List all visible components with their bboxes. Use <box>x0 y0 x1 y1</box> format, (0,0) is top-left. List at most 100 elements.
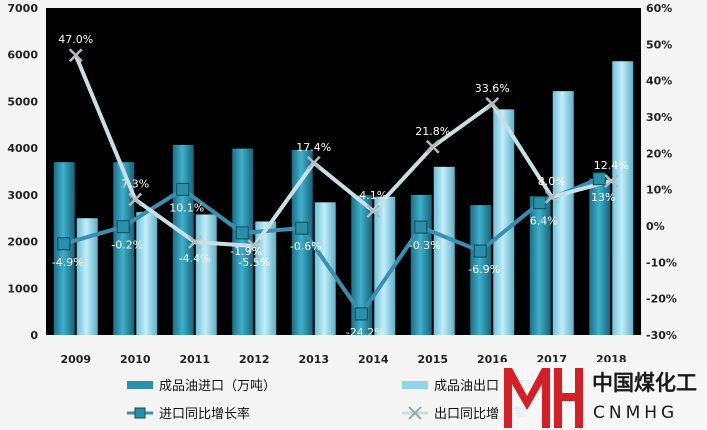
label-export-growth-2013: 17.4% <box>296 141 331 154</box>
label-import-growth-2012: -1.9% <box>230 245 262 258</box>
label-import-growth-2011: 10.1% <box>169 201 204 214</box>
marker-import-growth-2012 <box>235 226 249 240</box>
legend-label-import-volume: 成品油进口（万吨） <box>159 379 276 394</box>
bar-export-2017 <box>552 91 574 335</box>
legend-swatch-import-bar <box>127 381 153 389</box>
label-export-growth-2010: 7.3% <box>121 177 149 190</box>
y-right-tick--30%: -30% <box>646 329 677 342</box>
x-tick-2010: 2010 <box>120 353 151 366</box>
label-import-growth-2018: 13% <box>591 191 615 204</box>
label-import-growth-2014: -24.2% <box>346 326 385 339</box>
label-export-growth-2016: 33.6% <box>475 82 510 95</box>
y-left-tick-2000: 2000 <box>7 236 38 249</box>
bar-export-2011 <box>195 214 217 335</box>
legend-label-import-growth: 进口同比增长率 <box>159 406 250 422</box>
y-right-tick--10%: -10% <box>646 256 677 269</box>
marker-import-growth-2016 <box>473 244 487 258</box>
y-left-tick-6000: 6000 <box>7 49 38 62</box>
y-right-tick-50%: 50% <box>646 38 672 51</box>
marker-export-growth-2017 <box>544 190 559 204</box>
marker-export-growth-2010 <box>128 192 143 207</box>
bars-layer <box>53 61 634 336</box>
bar-export-2014 <box>374 196 396 335</box>
bar-export-2013 <box>314 202 336 335</box>
x-tick-2014: 2014 <box>358 353 389 366</box>
line-export-growth <box>73 54 612 248</box>
legend-marker-square <box>134 407 146 419</box>
marker-export-growth-2014 <box>366 204 381 218</box>
label-export-growth-2014: 4.1% <box>359 189 387 202</box>
bar-export-2015 <box>433 166 455 335</box>
legend-item-import-growth: 进口同比增长率 <box>127 406 250 422</box>
label-export-growth-2015: 21.8% <box>415 125 450 138</box>
mh-logo-icon <box>504 368 583 428</box>
x-tick-2013: 2013 <box>298 353 329 366</box>
bar-import-2017 <box>529 196 551 335</box>
bar-import-2018 <box>589 178 611 335</box>
bar-import-2013 <box>291 150 313 335</box>
left-axis: 0 1000 2000 3000 4000 5000 6000 7000 <box>7 2 38 342</box>
data-labels-layer: -4.9% -0.2% 10.1% -1.9% -0.6% -24.2% -0.3% -6.9… <box>52 33 629 339</box>
label-import-growth-2016: -6.9% <box>468 263 500 276</box>
bar-import-2014 <box>351 195 373 335</box>
right-axis: -30% -20% -10% 0% 10% 20% 30% 40% 50% 60% <box>646 2 677 342</box>
y-right-tick-30%: 30% <box>646 111 672 124</box>
marker-export-growth-2011 <box>187 235 202 249</box>
y-right-tick-60%: 60% <box>646 2 672 15</box>
marker-import-growth-2015 <box>414 220 428 234</box>
y-left-tick-4000: 4000 <box>7 142 38 155</box>
x-tick-2011: 2011 <box>179 353 210 366</box>
line-import-growth <box>63 176 600 316</box>
y-right-tick-0%: 0% <box>646 220 665 233</box>
label-export-growth-2018: 12.4% <box>594 159 629 172</box>
marker-import-growth-2010 <box>116 220 130 234</box>
marker-export-growth-2015 <box>425 139 440 154</box>
x-tick-2012: 2012 <box>239 353 270 366</box>
watermark-chinese: 中国煤化工 <box>592 371 697 395</box>
label-export-growth-2017: 8.0% <box>538 175 566 188</box>
marker-export-growth-2018 <box>604 174 619 188</box>
marker-export-growth-2013 <box>306 155 321 170</box>
y-left-tick-7000: 7000 <box>7 2 38 15</box>
x-tick-2015: 2015 <box>417 353 448 366</box>
y-right-tick-10%: 10% <box>646 184 672 197</box>
marker-export-growth-2016 <box>485 97 500 111</box>
y-left-tick-3000: 3000 <box>7 189 38 202</box>
marker-import-growth-2018 <box>592 172 606 186</box>
y-left-tick-1000: 1000 <box>7 282 38 295</box>
label-import-growth-2013: -0.6% <box>290 240 322 253</box>
watermark-logo: 中国煤化工 CNMHG <box>498 362 707 430</box>
label-import-growth-2009: -4.9% <box>52 256 84 269</box>
label-import-growth-2015: -0.3% <box>409 239 441 252</box>
bar-import-2016 <box>470 205 492 335</box>
x-tick-2009: 2009 <box>60 353 91 366</box>
marker-export-growth-2012 <box>247 239 262 253</box>
y-right-tick-40%: 40% <box>646 75 672 88</box>
label-export-growth-2009: 47.0% <box>58 33 93 46</box>
label-export-growth-2011: -4.4% <box>179 252 211 265</box>
legend-swatch-export-bar <box>402 381 428 389</box>
marker-import-growth-2014 <box>354 307 368 321</box>
y-right-tick-20%: 20% <box>646 147 672 160</box>
lines-layer <box>57 48 619 321</box>
y-left-tick-0: 0 <box>30 329 38 342</box>
bar-import-2015 <box>410 194 432 335</box>
label-export-growth-2012: -5.5% <box>238 256 270 269</box>
legend-item-import-volume: 成品油进口（万吨） <box>127 379 276 394</box>
marker-import-growth-2017 <box>533 196 547 210</box>
label-import-growth-2017: 6.4% <box>530 215 558 228</box>
legend-marker-x <box>408 406 422 420</box>
y-right-tick--20%: -20% <box>646 293 677 306</box>
label-import-growth-2010: -0.2% <box>111 239 143 252</box>
bar-export-2016 <box>493 109 515 336</box>
bar-export-2010 <box>136 212 158 335</box>
bar-import-2012 <box>232 148 254 335</box>
marker-import-growth-2009 <box>57 237 71 251</box>
marker-import-growth-2013 <box>295 221 309 235</box>
marker-export-growth-2009 <box>68 48 83 63</box>
legend: 成品油进口（万吨） 成品油出口（万吨） 进口同比增长率 出口同比增长率 <box>127 379 551 422</box>
bar-import-2010 <box>113 162 135 335</box>
bar-export-2018 <box>612 61 634 336</box>
